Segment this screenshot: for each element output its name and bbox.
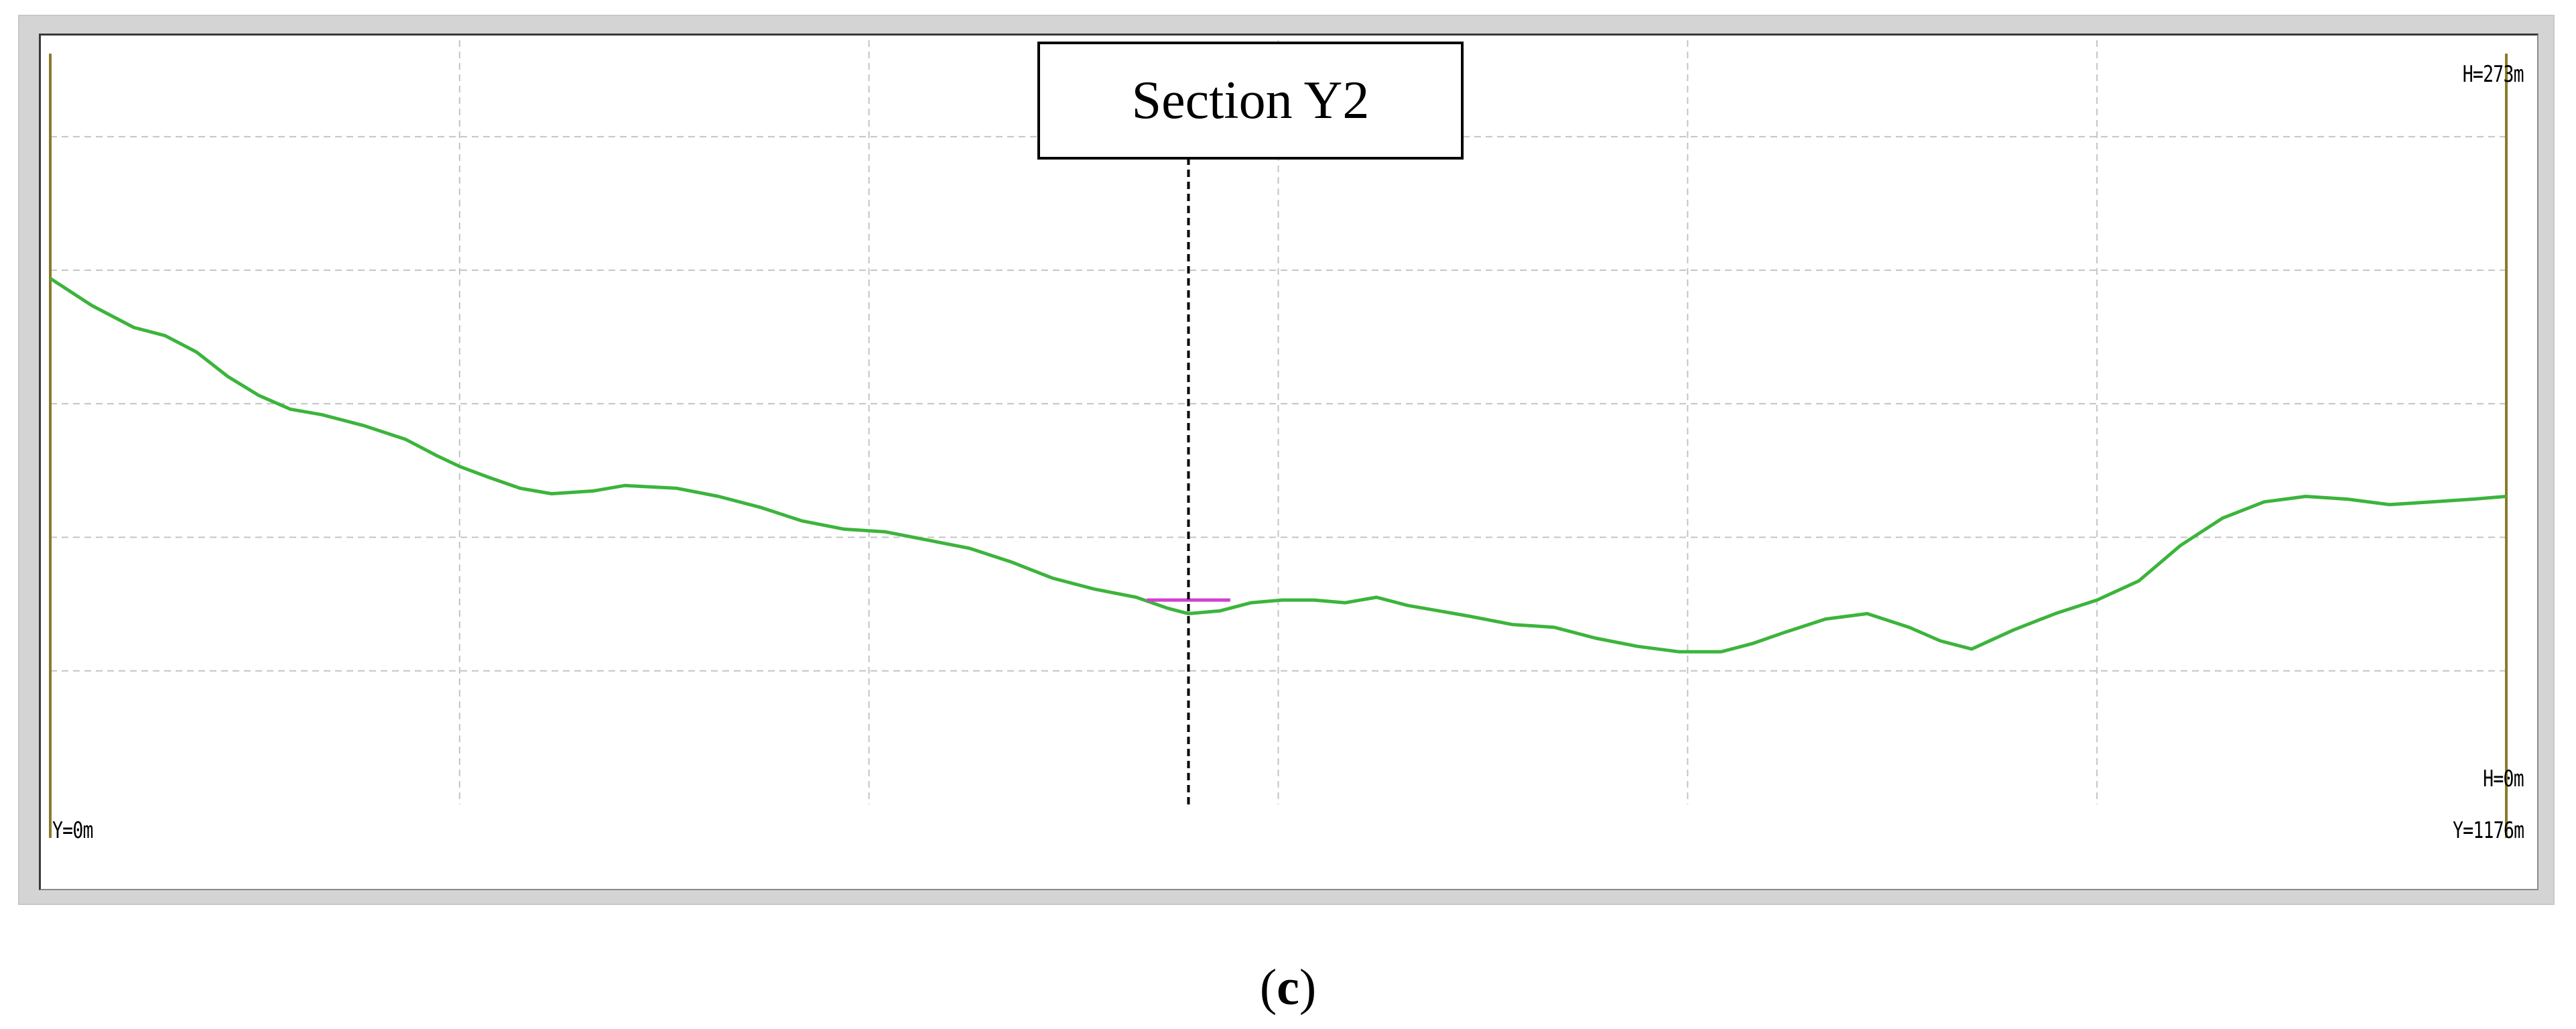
h-max-label: H=273m (2462, 61, 2524, 88)
axis-layer (49, 54, 2508, 838)
plot-panel (39, 34, 2538, 890)
caption-open: ( (1259, 959, 1277, 1016)
y-min-label: Y=0m (52, 817, 94, 844)
caption-close: ) (1299, 959, 1317, 1016)
section-label: Section Y2 (1037, 42, 1464, 160)
grid-layer (50, 40, 2506, 804)
terrain-profile-line (49, 277, 2507, 654)
h-min-label: H=0m (2483, 766, 2524, 792)
series-layer (49, 277, 2507, 654)
panel-caption: (c) (0, 959, 2576, 1017)
y-max-label: Y=1176m (2452, 817, 2524, 844)
caption-letter: c (1277, 959, 1299, 1016)
